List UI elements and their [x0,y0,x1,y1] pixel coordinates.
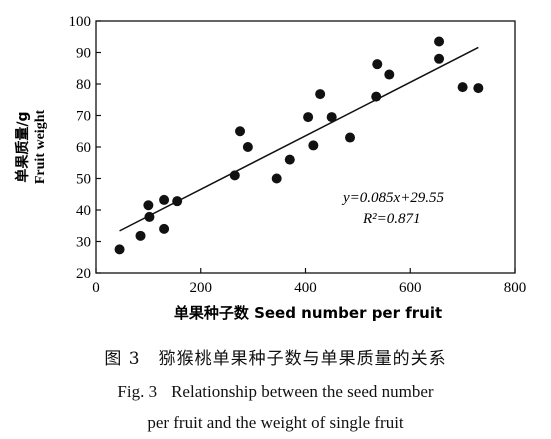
data-point [434,36,445,47]
figure-caption-cn: 图 3 猕猴桃单果种子数与单果质量的关系 [104,349,447,369]
data-point [457,82,468,93]
data-point [235,126,246,137]
data-points [114,36,484,255]
data-point [242,142,253,152]
data-point [473,83,484,94]
data-point [172,196,183,207]
y-axis-label-cn: 单果质量/g [14,111,31,182]
data-point [372,59,383,70]
data-point [371,91,382,102]
r-squared: R²=0.871 [362,211,421,227]
y-tick-label: 50 [76,172,91,188]
figure-caption-en-line2: per fruit and the weight of single fruit [147,413,404,432]
data-point [308,140,319,151]
data-point [434,53,445,64]
data-point [159,223,170,234]
y-tick-label: 70 [76,109,91,125]
data-point [135,230,146,241]
chart-axes [95,20,516,274]
y-tick-label: 80 [76,77,91,93]
x-tick-label: 0 [92,280,100,296]
y-tick-label: 20 [76,266,91,282]
plot-frame [95,20,516,274]
y-tick-label: 100 [69,14,92,30]
y-tick-label: 60 [76,140,91,156]
x-tick-label: 800 [504,280,527,296]
x-axis-label: 单果种子数 Seed number per fruit [174,304,442,322]
y-tick-label: 40 [76,203,91,219]
data-point [384,69,395,80]
figure-label: Fig. 3 [117,382,158,401]
chart-ticks: 0 200 400 600 800 20 30 40 50 60 70 80 90 100 [69,14,527,296]
y-tick-label: 30 [76,235,91,251]
data-point [345,132,356,143]
figure-caption-en-line1: Fig. 3 Relationship between the seed numb… [0,382,551,402]
regression-equation: y=0.085x+29.55 [341,190,445,206]
scatter-chart: 0 200 400 600 800 20 30 40 50 60 70 80 90 100 y=0.085… [14,14,527,322]
data-point [229,170,240,181]
x-tick-label: 400 [294,280,317,296]
data-point [271,173,282,184]
y-axis-label-en: Fruit weight [33,110,48,185]
data-point [315,89,326,100]
data-point [144,211,155,222]
x-tick-label: 600 [399,280,422,296]
y-tick-label: 90 [76,46,91,62]
data-point [143,200,154,211]
data-point [326,112,337,123]
data-point [159,194,170,205]
data-point [114,244,125,255]
y-axis-label-group: 单果质量/g Fruit weight [14,110,48,185]
figure-caption-en-text: Relationship between the seed number [171,382,434,401]
data-point [303,112,314,123]
x-tick-label: 200 [190,280,213,296]
data-point [284,154,295,165]
